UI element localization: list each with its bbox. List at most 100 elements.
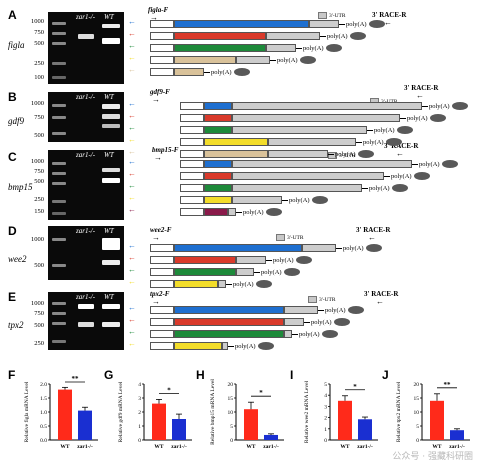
band-pointer-arrow: ← xyxy=(128,193,136,202)
significance-stars: * xyxy=(353,383,357,391)
transcript-isoform: poly(A) xyxy=(180,114,446,122)
polya-label: poly(A) xyxy=(391,172,412,180)
ladder-band xyxy=(52,62,66,65)
utr-segment xyxy=(268,150,328,158)
y-tick-label: 4 xyxy=(324,393,327,399)
polya-label: poly(A) xyxy=(407,114,428,122)
utr-segment xyxy=(284,318,304,326)
polya-label: poly(A) xyxy=(235,342,256,350)
tail-line xyxy=(318,309,324,311)
five-prime-segment xyxy=(150,330,174,338)
tail-line xyxy=(412,163,418,165)
ladder-band xyxy=(52,42,66,45)
transcript-isoform: poly(A) xyxy=(180,126,413,134)
utr-segment xyxy=(232,184,362,192)
adapter-blob-icon xyxy=(349,32,366,40)
primer-forward-arrow: → xyxy=(152,297,160,306)
tail-line xyxy=(226,283,232,285)
bar-wt xyxy=(338,400,352,440)
tail-line xyxy=(400,117,406,119)
gel-head-zar1: zar1-/- xyxy=(76,151,96,159)
coding-segment xyxy=(204,126,232,134)
five-prime-segment xyxy=(150,318,174,326)
significance-stars: * xyxy=(167,386,171,394)
coding-segment xyxy=(174,330,284,338)
coding-segment xyxy=(174,68,204,76)
tail-line xyxy=(292,333,298,335)
bar-chart-svg: 0.0 0.5 1.0 1.5 2.0 Relative figla mRNA Level… xyxy=(23,375,98,450)
coding-segment xyxy=(174,244,302,252)
x-tick-label: WT xyxy=(432,444,442,450)
coding-segment xyxy=(204,208,228,216)
bar-chart-j: 0 5 10 15 20 Relative tpx2 mRNA Level WT zar1-/… xyxy=(392,374,478,469)
tail-line xyxy=(339,23,345,25)
utr-segment xyxy=(232,172,384,180)
utr-segment xyxy=(284,306,318,314)
band-pointer-arrow: ← xyxy=(128,99,136,108)
utr-segment xyxy=(218,280,226,288)
race-primer-label: 3' RACE-R xyxy=(384,142,419,150)
ladder-band xyxy=(52,264,66,267)
bar-chart-svg: 0 1 2 3 4 5 Relative wee2 mRNA Level WT zar1-/- * xyxy=(304,380,378,450)
utr-segment xyxy=(266,32,320,40)
five-prime-segment xyxy=(150,32,174,40)
adapter-blob-icon xyxy=(385,138,402,146)
five-prime-segment xyxy=(180,114,204,122)
five-prime-segment xyxy=(150,56,174,64)
race-reverse-arrow: ← xyxy=(376,297,384,306)
five-prime-segment xyxy=(150,20,174,28)
utr-legend-label: 3'-UTR xyxy=(339,152,356,159)
five-prime-segment xyxy=(150,44,174,52)
tail-line xyxy=(266,259,272,261)
y-axis-label: Relative gdf9 mRNA Level xyxy=(117,381,124,442)
y-tick-label: 10 xyxy=(414,410,420,416)
band-pointer-arrow: ← xyxy=(128,17,136,26)
utr-segment xyxy=(302,244,336,252)
race-primer-label: 3' RACE-R xyxy=(372,11,407,19)
y-tick-label: 15 xyxy=(414,396,420,402)
sample-band xyxy=(102,168,120,172)
utr-segment xyxy=(284,330,292,338)
gel-head-zar1: zar1-/- xyxy=(76,13,96,21)
sample-band xyxy=(102,104,120,109)
coding-segment xyxy=(204,150,268,158)
x-tick-label: zar1-/- xyxy=(449,444,465,450)
tail-line xyxy=(204,71,210,73)
utr-swatch xyxy=(276,234,285,241)
ladder-250: 250 xyxy=(34,60,44,67)
ladder-band xyxy=(52,238,66,241)
race-primer-label: 3' RACE-R xyxy=(404,84,439,92)
ladder-band xyxy=(52,104,66,107)
ladder-band xyxy=(52,32,66,35)
utr-legend-label: 3'-UTR xyxy=(381,99,398,105)
significance-stars: ** xyxy=(72,375,80,383)
band-pointer-arrow: ← xyxy=(128,339,136,348)
ladder-500: 500 xyxy=(34,40,44,47)
y-tick-label: 0 xyxy=(138,438,141,444)
ladder-1000: 1000 xyxy=(31,18,44,25)
ladder-150: 150 xyxy=(34,208,44,215)
utr-legend: 3'-UTR xyxy=(308,296,336,303)
tail-line xyxy=(384,175,390,177)
band-pointer-arrow: ← xyxy=(128,53,136,62)
panel-letter-g: G xyxy=(104,368,114,382)
coding-segment xyxy=(204,114,232,122)
coding-segment xyxy=(174,32,266,40)
band-pointer-arrow: ← xyxy=(128,65,136,74)
five-prime-segment xyxy=(180,102,204,110)
gel-head-wt: WT xyxy=(104,93,114,101)
ladder-250: 250 xyxy=(34,196,44,203)
polya-label: poly(A) xyxy=(273,256,294,264)
gel-head-zar1: zar1-/- xyxy=(76,227,96,235)
polya-label: poly(A) xyxy=(343,244,364,252)
band-pointer-arrow: ← xyxy=(128,265,136,274)
tail-line xyxy=(336,247,342,249)
y-tick-label: 0 xyxy=(324,438,327,444)
utr-segment xyxy=(236,268,254,276)
transcript-isoform: poly(A) xyxy=(180,196,328,204)
panel-letter-e: E xyxy=(8,290,17,304)
adapter-blob-icon xyxy=(413,172,430,180)
utr-segment xyxy=(232,114,400,122)
race-reverse-arrow: ← xyxy=(396,149,404,158)
primer-forward-arrow: → xyxy=(152,233,160,242)
